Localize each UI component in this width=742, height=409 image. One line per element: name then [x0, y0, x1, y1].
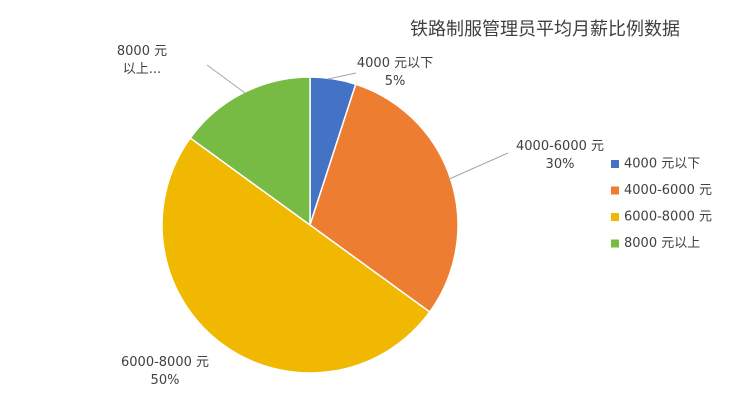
- chart-title: 铁路制服管理员平均月薪比例数据: [410, 19, 680, 40]
- data-label: 4000-6000 元 30%: [505, 138, 615, 174]
- leader-line: [206, 64, 246, 94]
- legend-label: 4000-6000 元: [624, 183, 712, 198]
- data-label-name: 8000 元以上...: [116, 44, 168, 77]
- leader-line: [327, 72, 357, 80]
- data-label-value: 50%: [150, 373, 180, 388]
- pie-slice: [309, 83, 459, 314]
- legend-swatch: [611, 213, 619, 221]
- data-label-value: 30%: [545, 157, 575, 172]
- pie-slice: [189, 76, 311, 227]
- data-label: 6000-8000 元 50%: [115, 354, 215, 390]
- data-label: 8000 元以上...: [112, 43, 172, 79]
- data-label-name: 6000-8000 元: [121, 355, 209, 370]
- data-label-value: 5%: [384, 74, 406, 89]
- legend-swatch: [611, 160, 619, 168]
- legend-label: 8000 元以上: [624, 236, 700, 251]
- data-label-name: 4000 元以下: [356, 56, 434, 71]
- legend-swatch: [611, 186, 619, 195]
- data-label-name: 4000-6000 元: [516, 139, 604, 154]
- legend-label: 4000 元以下: [624, 157, 700, 172]
- pie-slice: [161, 136, 431, 374]
- leader-line: [446, 152, 509, 181]
- data-label: 4000 元以下 5%: [355, 55, 435, 91]
- legend-label: 6000-8000 元: [624, 210, 712, 225]
- legend-swatch: [611, 239, 619, 248]
